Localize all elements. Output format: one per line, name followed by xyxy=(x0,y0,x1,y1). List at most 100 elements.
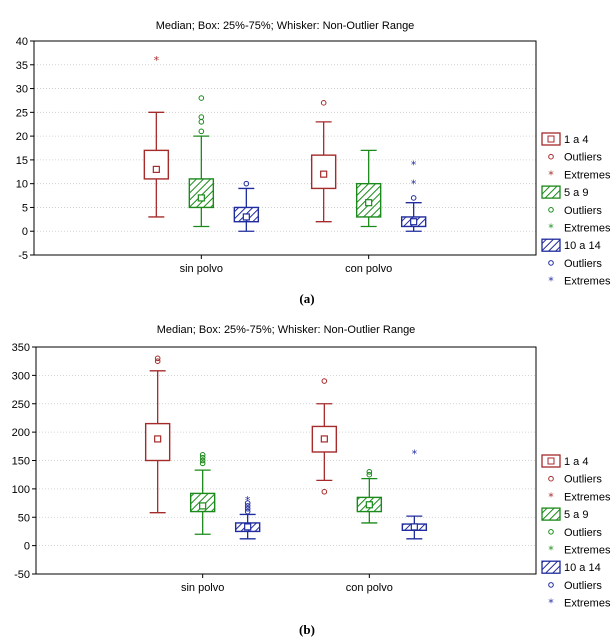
legend-outlier-swatch xyxy=(548,582,554,588)
plot-frame xyxy=(33,40,537,256)
legend-outlier-swatch xyxy=(548,529,554,535)
outlier-point xyxy=(244,503,251,509)
legend-box-swatch xyxy=(541,560,561,574)
legend-label: Outliers xyxy=(564,580,602,592)
outlier-point xyxy=(320,100,327,106)
box-10-a-14-sin-polvo: * xyxy=(234,494,261,540)
legend-item: * Extremes xyxy=(548,168,611,181)
x-tick-label: sin polvo xyxy=(180,263,223,275)
box-1-a-4-con-polvo xyxy=(310,100,337,223)
y-tick-label: 40 xyxy=(16,36,28,48)
y-tick-label: 0 xyxy=(24,541,30,553)
legend-item: 1 a 4 xyxy=(541,454,588,468)
chart-title: Median; Box: 25%-75%; Whisker: Non-Outli… xyxy=(157,324,416,336)
legend-item: * Extremes xyxy=(548,275,611,288)
outlier-point xyxy=(410,195,417,201)
y-tick-label: 50 xyxy=(18,512,30,524)
legend-label: Extremes xyxy=(564,223,611,235)
chart-title: Median; Box: 25%-75%; Whisker: Non-Outli… xyxy=(156,20,415,32)
median-marker xyxy=(242,213,250,221)
y-tick-label: 150 xyxy=(12,456,30,468)
y-tick-label: 35 xyxy=(16,60,28,72)
box-1-a-4-con-polvo xyxy=(311,378,338,495)
boxplot-chart-b: Median; Box: 25%-75%; Whisker: Non-Outli… xyxy=(12,324,611,610)
outlier-point xyxy=(244,508,251,515)
outlier-point xyxy=(199,452,206,458)
y-tick-label: 10 xyxy=(16,179,28,191)
median-marker xyxy=(365,199,373,207)
outlier-point xyxy=(244,505,251,512)
legend-item: Outliers xyxy=(548,474,602,486)
median-marker xyxy=(199,502,207,510)
y-tick-label: -5 xyxy=(18,250,28,262)
outlier-point xyxy=(366,471,373,478)
y-tick-label: 300 xyxy=(12,370,30,382)
legend-label: Outliers xyxy=(564,205,602,217)
extreme-point: * xyxy=(411,178,417,191)
outlier-point xyxy=(154,358,161,364)
extreme-point: * xyxy=(154,54,160,67)
outlier-point xyxy=(366,469,373,475)
y-tick-label: 30 xyxy=(16,84,28,96)
iqr-box xyxy=(143,149,170,180)
box-10-a-14-con-polvo: * xyxy=(401,448,428,540)
legend-box-swatch xyxy=(541,185,561,199)
median-marker xyxy=(410,523,418,531)
y-tick-label: 200 xyxy=(12,427,30,439)
legend-label: Extremes xyxy=(564,169,611,181)
legend-label: Outliers xyxy=(564,152,602,164)
x-tick-label: sin polvo xyxy=(181,582,224,594)
box-10-a-14-sin-polvo xyxy=(233,180,260,232)
legend-median-swatch xyxy=(547,135,555,143)
caption-b: (b) xyxy=(299,622,315,637)
legend-label: 10 a 14 xyxy=(564,240,601,252)
x-tick-label: con polvo xyxy=(345,263,392,275)
median-marker xyxy=(152,165,160,173)
legend-label: Extremes xyxy=(564,598,611,610)
box-5-a-9-sin-polvo xyxy=(188,95,215,228)
legend-item: Outliers xyxy=(548,527,602,539)
legend-item: 10 a 14 xyxy=(541,560,601,574)
chart-panel-b: Median; Box: 25%-75%; Whisker: Non-Outli… xyxy=(0,312,614,637)
legend-item: Outliers xyxy=(548,152,602,164)
chart-panel-a: Median; Box: 25%-75%; Whisker: Non-Outli… xyxy=(0,0,614,290)
plot-frame xyxy=(35,346,537,575)
box-1-a-4-sin-polvo xyxy=(144,355,171,514)
caption-a: (a) xyxy=(299,291,315,306)
legend-item: 10 a 14 xyxy=(541,238,601,252)
outlier-point xyxy=(199,460,206,467)
legend-item: Outliers xyxy=(548,258,602,270)
y-tick-label: -50 xyxy=(14,569,30,581)
legend-extreme-swatch: * xyxy=(548,275,554,288)
legend-item: * Extremes xyxy=(548,490,611,503)
legend-box-swatch xyxy=(541,507,561,521)
outlier-point xyxy=(199,457,206,464)
legend-outlier-swatch xyxy=(548,207,554,213)
legend-label: Extremes xyxy=(564,276,611,288)
legend-outlier-swatch xyxy=(548,475,554,482)
median-marker xyxy=(154,435,162,443)
box-5-a-9-con-polvo xyxy=(355,149,382,228)
box-10-a-14-con-polvo: ** xyxy=(400,159,427,232)
median-marker xyxy=(320,435,328,443)
box-1-a-4-sin-polvo: * xyxy=(143,54,170,218)
legend-item: * Extremes xyxy=(548,544,611,557)
legend-label: 1 a 4 xyxy=(564,134,588,146)
median-marker xyxy=(197,194,205,202)
iqr-box xyxy=(188,178,215,209)
legend-extreme-swatch: * xyxy=(548,544,554,557)
outlier-point xyxy=(244,500,251,506)
outlier-point xyxy=(321,488,328,495)
outlier-point xyxy=(154,355,161,362)
median-marker xyxy=(365,501,373,509)
legend-label: 5 a 9 xyxy=(564,187,588,199)
legend-median-swatch xyxy=(547,457,555,465)
outlier-point xyxy=(198,114,205,120)
legend-item: Outliers xyxy=(548,580,602,592)
extreme-point: * xyxy=(411,159,417,172)
outlier-point xyxy=(199,454,206,461)
legend-item: * Extremes xyxy=(548,222,611,235)
legend-box-swatch xyxy=(541,238,561,252)
boxplot-chart-a: Median; Box: 25%-75%; Whisker: Non-Outli… xyxy=(16,20,611,288)
legend-label: Outliers xyxy=(564,527,602,539)
